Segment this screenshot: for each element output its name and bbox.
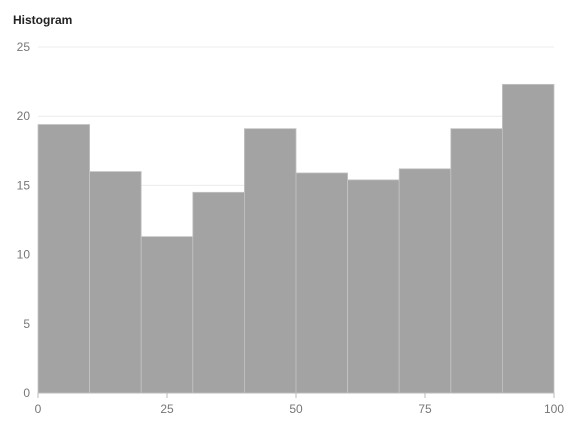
y-tick-label-10: 10	[17, 248, 31, 262]
histogram-bar-0	[37, 124, 90, 394]
bars	[37, 83, 555, 394]
x-tick-label-0: 0	[35, 402, 42, 416]
y-tick-label-0: 0	[23, 386, 30, 400]
axes	[37, 392, 555, 398]
histogram-bar-9	[501, 83, 555, 394]
y-tick-label-25: 25	[17, 40, 31, 54]
histogram-bar-4	[243, 128, 297, 394]
x-tick-label-75: 75	[418, 402, 432, 416]
histogram-bar-5	[295, 172, 348, 394]
x-tick-labels: 0 25 50 75 100	[35, 402, 565, 416]
y-tick-label-20: 20	[17, 109, 31, 123]
histogram-bar-8	[450, 128, 503, 394]
histogram-bar-2	[140, 236, 194, 394]
histogram-bar-7	[398, 168, 452, 394]
histogram-bar-1	[89, 171, 142, 394]
y-tick-label-5: 5	[23, 317, 30, 331]
chart-title: Histogram	[13, 13, 73, 27]
x-tick-label-50: 50	[289, 402, 303, 416]
histogram-bar-3	[192, 191, 245, 394]
y-tick-label-15: 15	[17, 178, 31, 192]
y-tick-labels: 0 5 10 15 20 25	[17, 40, 31, 400]
x-tick-label-100: 100	[544, 402, 564, 416]
x-tick-label-25: 25	[160, 402, 174, 416]
histogram-bar-6	[347, 179, 400, 394]
